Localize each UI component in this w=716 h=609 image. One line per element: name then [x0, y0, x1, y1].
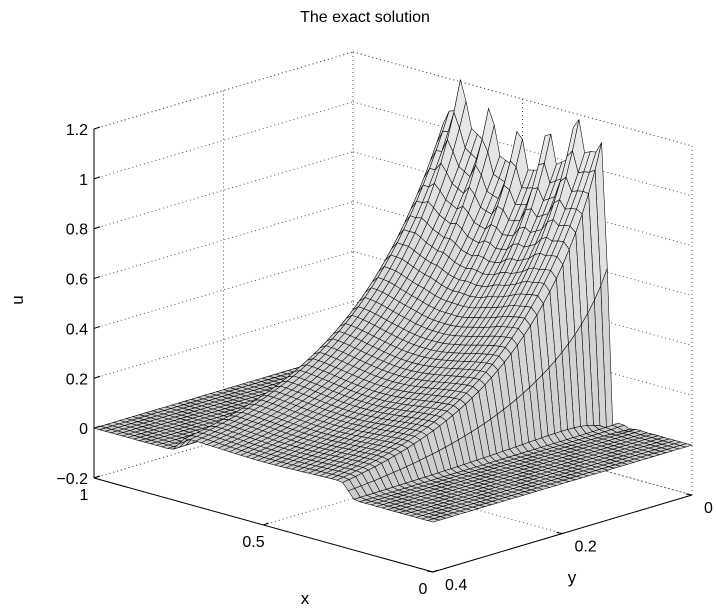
- z-tick: [93, 126, 101, 130]
- y-tick: [426, 570, 434, 573]
- y-tick: [685, 493, 693, 496]
- z-tick: [93, 176, 101, 180]
- z-tick-label: −0.2: [56, 471, 88, 488]
- z-tick-label: 1: [79, 172, 88, 189]
- y-axis-label: y: [568, 568, 577, 587]
- axes: [93, 126, 693, 573]
- x-tick: [263, 522, 269, 526]
- x-tick: [432, 569, 439, 573]
- y-tick-label: 0: [704, 500, 713, 517]
- z-tick-label: 0.2: [66, 371, 88, 388]
- z-tick-label: 0.4: [66, 321, 88, 338]
- x-tick: [93, 475, 100, 479]
- x-tick-label: 1: [80, 487, 89, 504]
- chart-title: The exact solution: [300, 9, 430, 26]
- surface-cell: [426, 518, 441, 523]
- tick-labels: −0.2 0 0.2 0.4 0.6 0.8 1 1.2 0 0.5 1 0 0.2 0.4: [56, 122, 713, 598]
- y-tick: [556, 532, 563, 534]
- y-tick-label: 0.2: [575, 539, 597, 556]
- y-tick-label: 0.4: [445, 577, 467, 594]
- z-tick: [93, 325, 101, 329]
- z-tick: [93, 425, 101, 429]
- z-tick-label: 0.8: [66, 222, 88, 239]
- z-axis-label: u: [8, 295, 27, 304]
- x-tick-label: 0.5: [242, 534, 264, 551]
- z-tick: [93, 276, 101, 280]
- z-tick-label: 0.6: [66, 272, 88, 289]
- z-tick-label: 1.2: [66, 122, 88, 139]
- x-axis-label: x: [301, 589, 310, 608]
- z-tick: [93, 375, 101, 379]
- x-tick-label: 0: [419, 581, 428, 598]
- z-tick: [93, 226, 101, 230]
- z-tick-label: 0: [79, 421, 88, 438]
- surface-mesh: [93, 79, 693, 523]
